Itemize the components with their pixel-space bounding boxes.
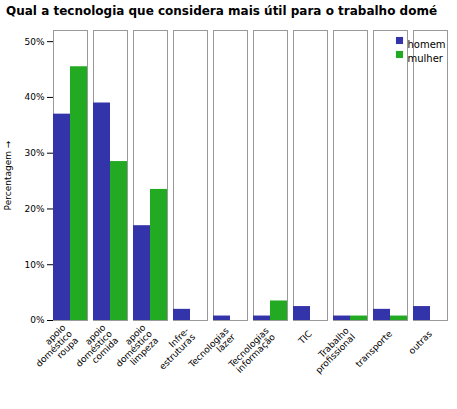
svg-text:outras: outras	[407, 328, 435, 356]
svg-text:20%: 20%	[24, 204, 44, 214]
html-text:estruturas: estruturas	[157, 331, 198, 372]
svg-text:Percentagem →: Percentagem →	[3, 140, 13, 210]
svg-text:40%: 40%	[24, 92, 44, 102]
svg-text:mulher: mulher	[408, 53, 444, 64]
svg-text:Tecnologiasinformação: Tecnologiasinformação	[226, 325, 277, 376]
svg-text:apoiodomésticolimpeza: apoiodomésticolimpeza	[107, 322, 160, 375]
html-text:Qual a tecnologia que consider: Qual a tecnologia que considera mais úti…	[6, 4, 438, 18]
svg-text:10%: 10%	[24, 260, 44, 270]
svg-text:homem: homem	[408, 39, 446, 50]
html-text:Infre-: Infre-	[166, 325, 191, 350]
svg-text:Tecnologiaslazer: Tecnologiaslazer	[186, 325, 237, 376]
svg-text:transporte: transporte	[354, 328, 395, 369]
svg-text:50%: 50%	[24, 37, 44, 47]
svg-text:apoiodomésticoroupa: apoiodomésticoroupa	[27, 322, 80, 375]
svg-text:Trabalhoprofissional: Trabalhoprofissional	[307, 325, 357, 375]
svg-text:30%: 30%	[24, 148, 44, 158]
svg-text:apoiodomésticocomida: apoiodomésticocomida	[67, 322, 120, 375]
svg-text:TIC: TIC	[296, 329, 314, 347]
svg-text:0%: 0%	[30, 315, 45, 325]
